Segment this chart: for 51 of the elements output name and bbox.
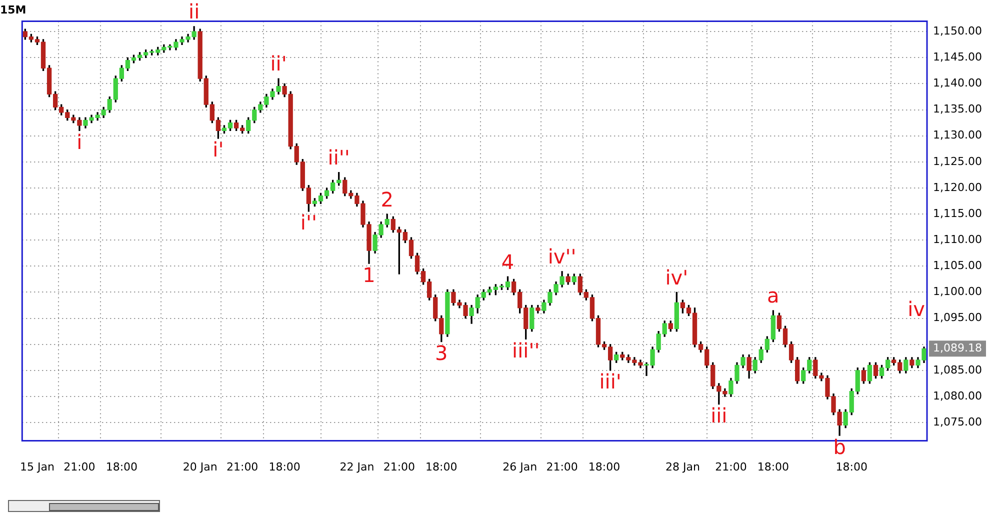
annotation: iv''	[548, 244, 576, 269]
y-tick-label: 1,120.00	[933, 180, 982, 194]
x-tick-label: 18:00	[588, 460, 620, 474]
x-tick-label: 21:00	[715, 460, 747, 474]
x-tick-label: 21:00	[383, 460, 416, 474]
x-tick-label: 18:00	[106, 460, 138, 474]
annotation: iii	[710, 404, 728, 428]
x-tick-label: 20 Jan	[182, 460, 218, 474]
x-tick-label: 21:00	[226, 460, 258, 474]
y-tick-label: 1,095.00	[933, 311, 982, 324]
x-tick-label: 15 Jan	[20, 460, 54, 474]
annotation: b	[833, 434, 846, 459]
y-tick-label: 1,075.00	[933, 415, 982, 428]
x-tick-label: 21:00	[546, 460, 578, 474]
annotation: iii''	[512, 338, 540, 362]
annotation: iv'	[665, 265, 688, 290]
y-tick-label: 1,140.00	[933, 76, 982, 90]
x-tick-label: 18:00	[426, 460, 458, 474]
annotation: ii'	[270, 52, 287, 76]
annotation: 2	[380, 187, 394, 212]
annotation: i''	[300, 210, 317, 235]
y-tick-label: 1,105.00	[933, 259, 982, 272]
annotation: i	[76, 130, 82, 154]
annotation: 3	[435, 340, 448, 365]
y-tick-label: 1,080.00	[933, 389, 982, 402]
y-tick-label: 1,130.00	[933, 128, 982, 142]
x-tick-label: 22 Jan	[340, 460, 374, 474]
y-tick-label: 1,110.00	[933, 232, 982, 246]
y-tick-label: 1,100.00	[933, 285, 982, 298]
x-tick-label: 26 Jan	[502, 460, 538, 474]
y-tick-label: 1,145.00	[933, 50, 982, 64]
y-tick-label: 1,125.00	[933, 154, 982, 168]
x-tick-label: 21:00	[64, 460, 96, 474]
y-tick-label: 1,115.00	[933, 206, 982, 220]
x-tick-label: 18:00	[757, 460, 790, 474]
y-tick-label: 1,085.00	[933, 363, 982, 376]
x-tick-label: 18:00	[836, 460, 868, 474]
y-tick-label: 1,150.00	[933, 24, 982, 38]
annotation: ii''	[328, 146, 350, 170]
annotation: 1	[362, 262, 376, 287]
annotation: 4	[501, 250, 514, 274]
annotation: i'	[212, 138, 224, 162]
annotation: iv	[908, 296, 926, 321]
text: 1,089.18	[933, 342, 982, 355]
x-tick-label: 18:00	[268, 460, 300, 474]
y-tick-label: 1,135.00	[933, 102, 982, 116]
annotation: a	[767, 284, 780, 308]
x-tick-label: 28 Jan	[665, 460, 700, 474]
chart-title: 15M	[0, 3, 26, 16]
annotation: iii'	[599, 370, 622, 394]
annotation: ii	[188, 0, 200, 24]
